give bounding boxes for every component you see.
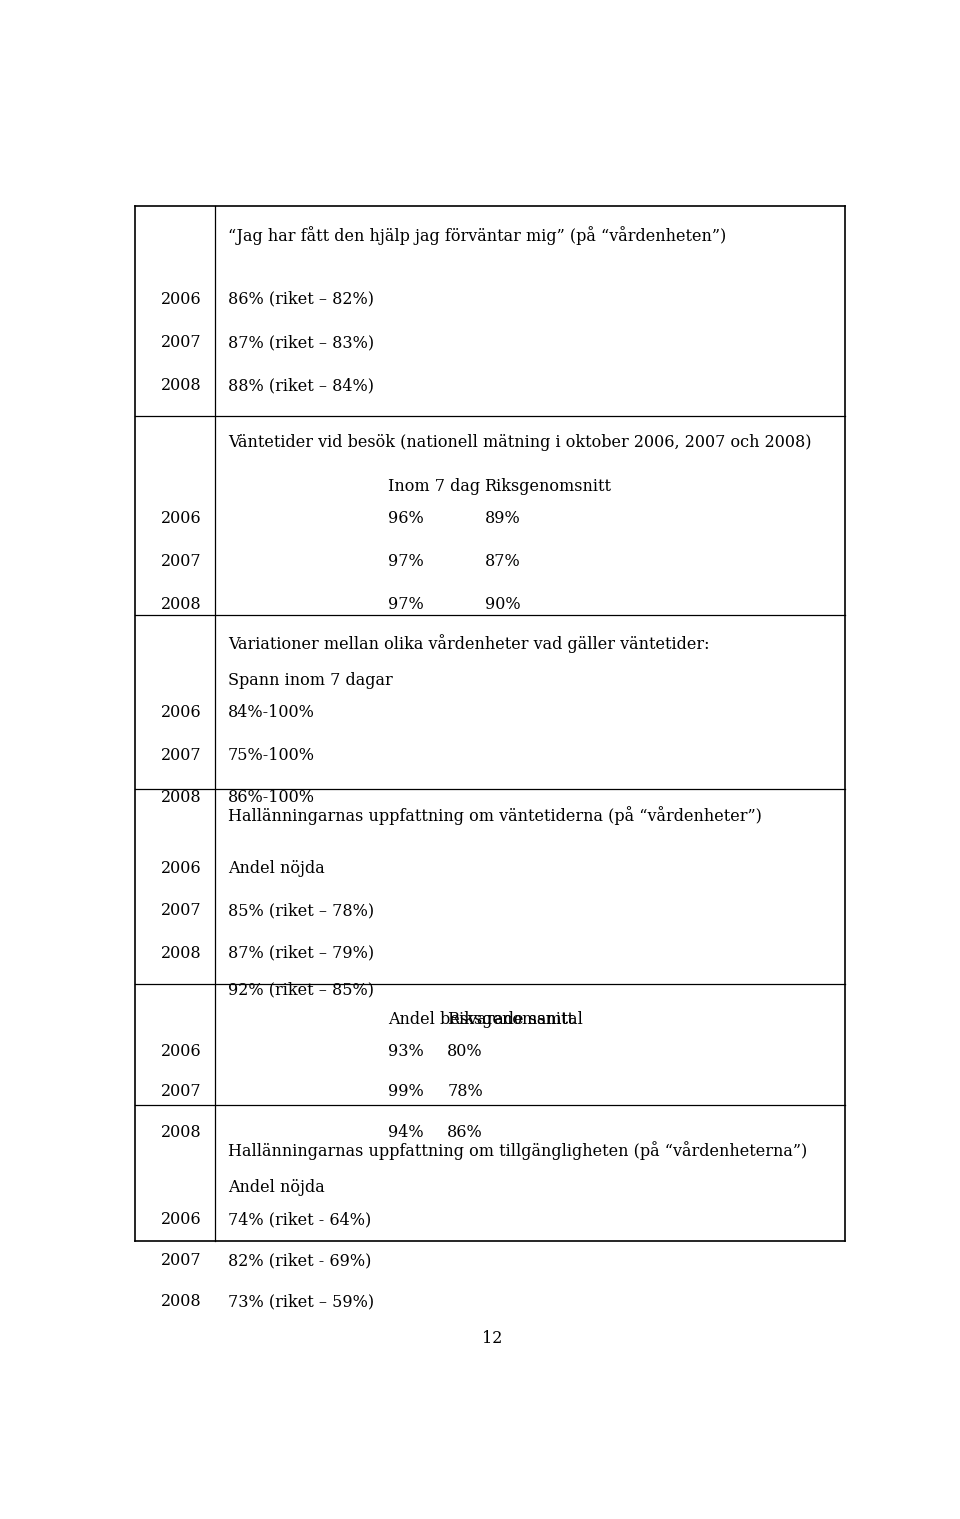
- Text: 84%-100%: 84%-100%: [228, 705, 315, 722]
- Text: 2008: 2008: [161, 595, 202, 614]
- Text: 87% (riket – 79%): 87% (riket – 79%): [228, 945, 374, 962]
- Text: 89%: 89%: [485, 510, 520, 527]
- Text: 94%: 94%: [388, 1124, 423, 1141]
- Text: Variationer mellan olika vårdenheter vad gäller väntetider:: Variationer mellan olika vårdenheter vad…: [228, 633, 709, 653]
- Text: 12: 12: [482, 1331, 502, 1347]
- Text: 2007: 2007: [161, 1252, 202, 1270]
- Text: 2007: 2007: [161, 902, 202, 919]
- Text: 90%: 90%: [485, 595, 520, 614]
- Text: Inom 7 dag: Inom 7 dag: [388, 478, 480, 495]
- Text: 96%: 96%: [388, 510, 423, 527]
- Text: 74% (riket - 64%): 74% (riket - 64%): [228, 1211, 372, 1229]
- Text: 92% (riket – 85%): 92% (riket – 85%): [228, 981, 373, 998]
- Text: 2006: 2006: [161, 1044, 202, 1060]
- Text: 2007: 2007: [161, 334, 202, 351]
- Text: 2007: 2007: [161, 1083, 202, 1100]
- Text: 78%: 78%: [447, 1083, 483, 1100]
- Text: Hallänningarnas uppfattning om tillgängligheten (på “vårdenheterna”): Hallänningarnas uppfattning om tillgängl…: [228, 1141, 807, 1159]
- Text: 87% (riket – 83%): 87% (riket – 83%): [228, 334, 374, 351]
- Text: 75%-100%: 75%-100%: [228, 746, 315, 764]
- Text: 2006: 2006: [161, 510, 202, 527]
- Text: Andel besvarade samtal: Andel besvarade samtal: [388, 1010, 583, 1028]
- Text: 93%: 93%: [388, 1044, 423, 1060]
- Text: 99%: 99%: [388, 1083, 423, 1100]
- Text: 2006: 2006: [161, 860, 202, 878]
- Text: 2006: 2006: [161, 1211, 202, 1229]
- Text: Andel nöjda: Andel nöjda: [228, 1179, 324, 1195]
- Text: 2006: 2006: [161, 290, 202, 307]
- Text: Riksgenomsnitt: Riksgenomsnitt: [485, 478, 612, 495]
- Text: 80%: 80%: [447, 1044, 483, 1060]
- Text: 2008: 2008: [161, 1124, 202, 1141]
- Text: 82% (riket - 69%): 82% (riket - 69%): [228, 1252, 372, 1270]
- Text: 2008: 2008: [161, 945, 202, 962]
- Text: 86%: 86%: [447, 1124, 483, 1141]
- Text: “Jag har fått den hjälp jag förväntar mig” (på “vårdenheten”): “Jag har fått den hjälp jag förväntar mi…: [228, 226, 726, 245]
- Text: Andel nöjda: Andel nöjda: [228, 860, 324, 878]
- Text: 2007: 2007: [161, 553, 202, 570]
- Text: 73% (riket – 59%): 73% (riket – 59%): [228, 1294, 374, 1311]
- Text: 86% (riket – 82%): 86% (riket – 82%): [228, 290, 373, 307]
- Text: 2008: 2008: [161, 788, 202, 805]
- Text: 2008: 2008: [161, 377, 202, 395]
- Text: Väntetider vid besök (nationell mätning i oktober 2006, 2007 och 2008): Väntetider vid besök (nationell mätning …: [228, 433, 811, 451]
- Text: Riksgenomsnitt: Riksgenomsnitt: [447, 1010, 574, 1028]
- Text: 88% (riket – 84%): 88% (riket – 84%): [228, 377, 373, 395]
- Text: 2008: 2008: [161, 1294, 202, 1311]
- Text: 97%: 97%: [388, 553, 423, 570]
- Text: 2006: 2006: [161, 705, 202, 722]
- Text: 87%: 87%: [485, 553, 520, 570]
- Text: 2007: 2007: [161, 746, 202, 764]
- Text: Hallänningarnas uppfattning om väntetiderna (på “vårdenheter”): Hallänningarnas uppfattning om väntetide…: [228, 807, 761, 825]
- Text: 97%: 97%: [388, 595, 423, 614]
- Text: 86%-100%: 86%-100%: [228, 788, 315, 805]
- Text: Spann inom 7 dagar: Spann inom 7 dagar: [228, 671, 393, 688]
- Text: 85% (riket – 78%): 85% (riket – 78%): [228, 902, 374, 919]
